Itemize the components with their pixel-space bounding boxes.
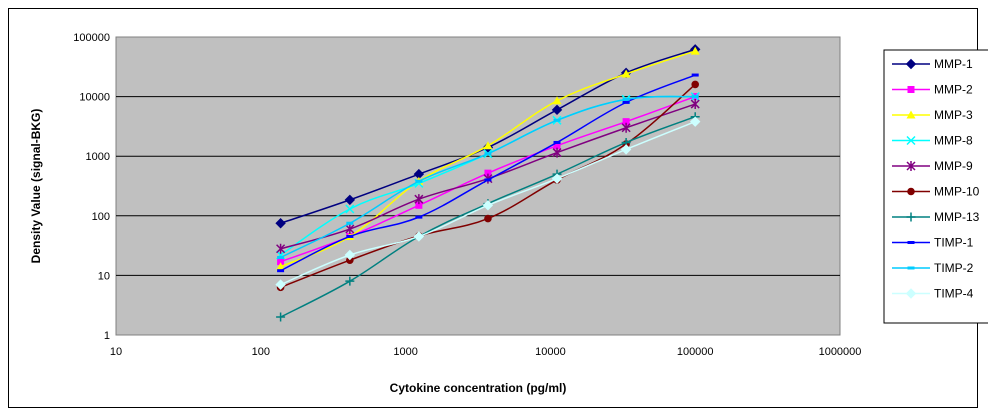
data-point	[691, 80, 699, 89]
legend-marker	[905, 58, 917, 70]
data-point	[276, 243, 286, 254]
data-point	[346, 234, 354, 238]
data-point	[552, 96, 562, 105]
data-point	[275, 279, 286, 290]
legend-marker	[906, 135, 916, 146]
legend-label: TIMP-4	[934, 287, 974, 301]
y-tick-label: 100	[92, 211, 110, 223]
data-point	[345, 204, 355, 214]
data-point	[484, 152, 492, 156]
y-tick-label: 100000	[73, 32, 110, 44]
legend-item: MMP-3	[892, 108, 973, 122]
legend-box	[883, 49, 988, 324]
data-point	[277, 255, 285, 259]
data-point	[551, 173, 563, 184]
x-axis-title: Cytokine concentration (pg/ml)	[390, 381, 567, 395]
legend-item: TIMP-2	[892, 261, 974, 275]
data-point	[415, 179, 423, 183]
legend-label: MMP-2	[934, 83, 973, 97]
data-point	[276, 262, 286, 271]
data-point	[345, 276, 355, 286]
legend-marker	[907, 266, 915, 270]
legend-marker	[907, 86, 915, 93]
legend-marker	[906, 161, 916, 171]
data-point	[691, 95, 699, 99]
data-point	[553, 140, 561, 144]
series-timp-1	[277, 73, 699, 273]
data-point	[482, 200, 494, 211]
data-point	[621, 122, 631, 133]
legend-item: MMP-2	[892, 83, 973, 97]
legend-marker	[906, 110, 916, 119]
legend-marker	[905, 288, 917, 299]
series-layer	[275, 44, 701, 322]
legend-label: MMP-13	[934, 210, 980, 224]
y-tick-label: 10000	[79, 92, 110, 104]
x-tick-label: 1000	[393, 346, 417, 358]
data-point	[551, 104, 563, 116]
data-point	[413, 231, 425, 242]
data-point	[691, 73, 699, 77]
data-point	[483, 141, 493, 150]
data-point	[277, 258, 285, 266]
data-point	[622, 118, 630, 126]
data-point	[484, 178, 492, 182]
data-point	[414, 194, 424, 205]
legend-label: TIMP-2	[934, 261, 974, 275]
y-tick-label: 10	[98, 270, 110, 282]
legend-label: MMP-9	[934, 159, 973, 173]
x-tick-label: 1000000	[819, 346, 862, 358]
data-point	[690, 46, 700, 55]
data-point	[621, 69, 631, 78]
data-point	[344, 194, 356, 206]
legend-item: TIMP-4	[892, 287, 974, 301]
y-tick-label: 1000	[86, 151, 110, 163]
legend-label: MMP-3	[934, 108, 973, 122]
data-point	[344, 249, 356, 261]
gridlines	[116, 96, 840, 276]
data-point	[276, 312, 286, 322]
data-point	[553, 118, 561, 122]
legend-label: MMP-8	[934, 134, 973, 148]
legend-item: MMP-13	[892, 210, 980, 224]
x-tick-label: 10000	[535, 346, 566, 358]
x-tick-label: 10	[110, 346, 122, 358]
data-point	[552, 147, 562, 158]
legend-marker	[906, 212, 916, 222]
data-point	[275, 218, 286, 229]
legend: MMP-1 MMP-2 MMP-3 MMP-8 MMP-9 MMP-10 MMP-13 TIM…	[892, 57, 980, 301]
data-point	[415, 201, 423, 209]
legend-label: MMP-1	[934, 57, 973, 71]
series-timp-2	[277, 95, 699, 259]
legend-marker	[907, 187, 915, 196]
legend-item: MMP-1	[892, 57, 973, 71]
y-axis-title: Density Value (signal-BKG)	[29, 109, 43, 264]
data-point	[689, 116, 701, 127]
legend-label: TIMP-1	[934, 236, 974, 250]
data-point	[620, 144, 632, 155]
data-point	[346, 221, 354, 225]
y-tick-label: 1	[104, 330, 110, 342]
legend-item: TIMP-1	[892, 236, 974, 250]
data-point	[345, 224, 355, 235]
legend-item: MMP-9	[892, 159, 973, 173]
series-timp-4	[275, 116, 701, 290]
data-point	[690, 99, 700, 110]
data-point	[553, 142, 561, 150]
legend-item: MMP-8	[892, 134, 973, 148]
legend-item: MMP-10	[892, 185, 980, 199]
data-point	[484, 169, 492, 177]
legend-label: MMP-10	[934, 185, 980, 199]
data-point	[415, 215, 423, 219]
x-tick-label: 100	[252, 346, 270, 358]
x-tick-label: 100000	[677, 346, 714, 358]
legend-marker	[907, 241, 915, 244]
data-point	[622, 97, 630, 101]
data-point	[622, 100, 630, 104]
data-point	[277, 269, 285, 273]
data-point	[484, 214, 492, 223]
